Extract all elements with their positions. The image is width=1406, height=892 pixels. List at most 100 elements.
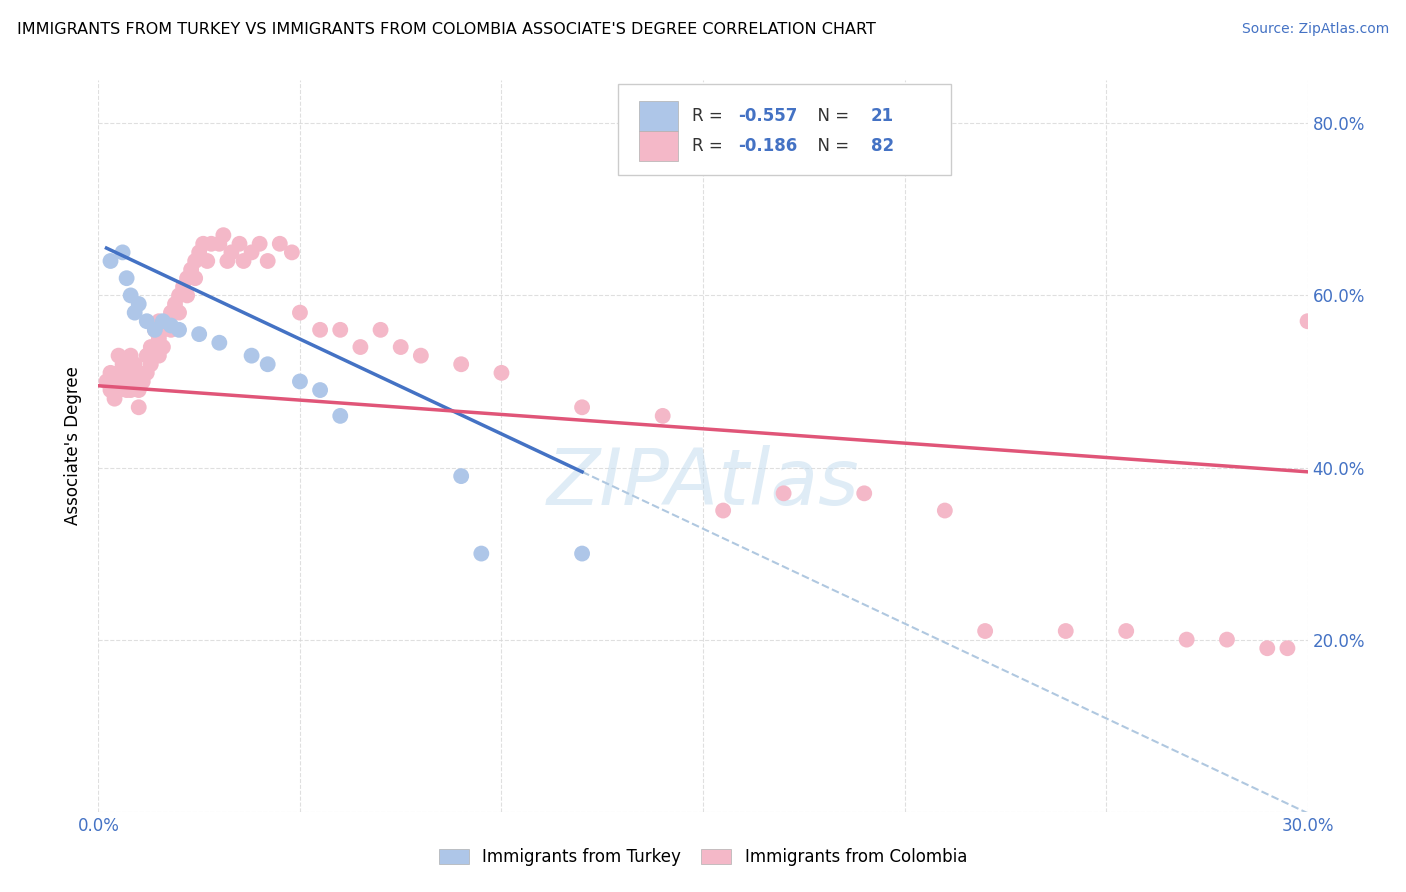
Point: [135, 349, 157, 363]
Point: [111, 357, 134, 371]
Point: [974, 624, 997, 638]
Point: [240, 245, 263, 260]
Point: [107, 366, 129, 380]
Point: [853, 486, 876, 500]
Point: [148, 331, 170, 345]
Point: [132, 375, 155, 389]
Point: [111, 375, 134, 389]
Point: [1277, 641, 1299, 656]
Point: [96, 375, 118, 389]
Text: -0.557: -0.557: [738, 107, 797, 125]
Point: [115, 271, 138, 285]
FancyBboxPatch shape: [638, 131, 678, 161]
Point: [571, 547, 593, 561]
Point: [711, 503, 734, 517]
Point: [200, 236, 222, 251]
Point: [143, 323, 166, 337]
Point: [212, 228, 235, 243]
Point: [370, 323, 392, 337]
Text: N =: N =: [807, 107, 855, 125]
Text: Source: ZipAtlas.com: Source: ZipAtlas.com: [1241, 22, 1389, 37]
Y-axis label: Associate's Degree: Associate's Degree: [65, 367, 83, 525]
Text: ZIPAtlas: ZIPAtlas: [547, 444, 859, 521]
Point: [163, 297, 186, 311]
Text: -0.186: -0.186: [738, 137, 797, 155]
Point: [329, 323, 352, 337]
Point: [208, 335, 231, 350]
Point: [152, 340, 174, 354]
Point: [571, 401, 593, 415]
Point: [124, 375, 146, 389]
Point: [450, 357, 472, 371]
Point: [1256, 641, 1278, 656]
Point: [193, 236, 215, 251]
Point: [167, 288, 190, 302]
Point: [651, 409, 673, 423]
Point: [160, 305, 183, 319]
Point: [309, 383, 332, 397]
Point: [1175, 632, 1198, 647]
Point: [128, 366, 150, 380]
Point: [172, 280, 194, 294]
Point: [1216, 632, 1239, 647]
Point: [156, 314, 179, 328]
Point: [124, 357, 146, 371]
Point: [240, 349, 263, 363]
Point: [221, 245, 243, 260]
Point: [128, 383, 150, 397]
Point: [128, 401, 150, 415]
Point: [167, 305, 190, 319]
FancyBboxPatch shape: [638, 101, 678, 131]
Point: [409, 349, 432, 363]
Point: [148, 349, 170, 363]
Point: [107, 349, 129, 363]
Point: [309, 323, 332, 337]
Point: [195, 254, 218, 268]
Point: [100, 254, 122, 268]
Text: R =: R =: [692, 137, 728, 155]
Point: [176, 288, 198, 302]
Legend: Immigrants from Turkey, Immigrants from Colombia: Immigrants from Turkey, Immigrants from …: [433, 842, 973, 873]
Text: R =: R =: [692, 107, 728, 125]
Point: [143, 340, 166, 354]
Point: [256, 254, 278, 268]
Point: [160, 323, 183, 337]
Point: [180, 262, 202, 277]
Point: [217, 254, 239, 268]
Point: [107, 383, 129, 397]
Point: [115, 383, 138, 397]
Point: [228, 236, 250, 251]
Point: [103, 375, 125, 389]
Point: [772, 486, 794, 500]
Point: [491, 366, 513, 380]
Point: [139, 340, 162, 354]
Point: [111, 245, 134, 260]
Point: [167, 323, 190, 337]
Point: [135, 366, 157, 380]
Point: [152, 323, 174, 337]
FancyBboxPatch shape: [619, 84, 950, 176]
Point: [176, 271, 198, 285]
Point: [120, 366, 142, 380]
Point: [1054, 624, 1077, 638]
Point: [148, 314, 170, 328]
Point: [124, 305, 146, 319]
Point: [450, 469, 472, 483]
Point: [184, 254, 207, 268]
Point: [256, 357, 278, 371]
Point: [281, 245, 304, 260]
Point: [249, 236, 271, 251]
Point: [160, 318, 183, 333]
Point: [1115, 624, 1137, 638]
Text: N =: N =: [807, 137, 855, 155]
Point: [329, 409, 352, 423]
Point: [100, 383, 122, 397]
Text: 82: 82: [872, 137, 894, 155]
Point: [184, 271, 207, 285]
Text: 21: 21: [872, 107, 894, 125]
Text: IMMIGRANTS FROM TURKEY VS IMMIGRANTS FROM COLOMBIA ASSOCIATE'S DEGREE CORRELATIO: IMMIGRANTS FROM TURKEY VS IMMIGRANTS FRO…: [17, 22, 876, 37]
Point: [103, 392, 125, 406]
Point: [288, 305, 311, 319]
Point: [208, 236, 231, 251]
Point: [120, 349, 142, 363]
